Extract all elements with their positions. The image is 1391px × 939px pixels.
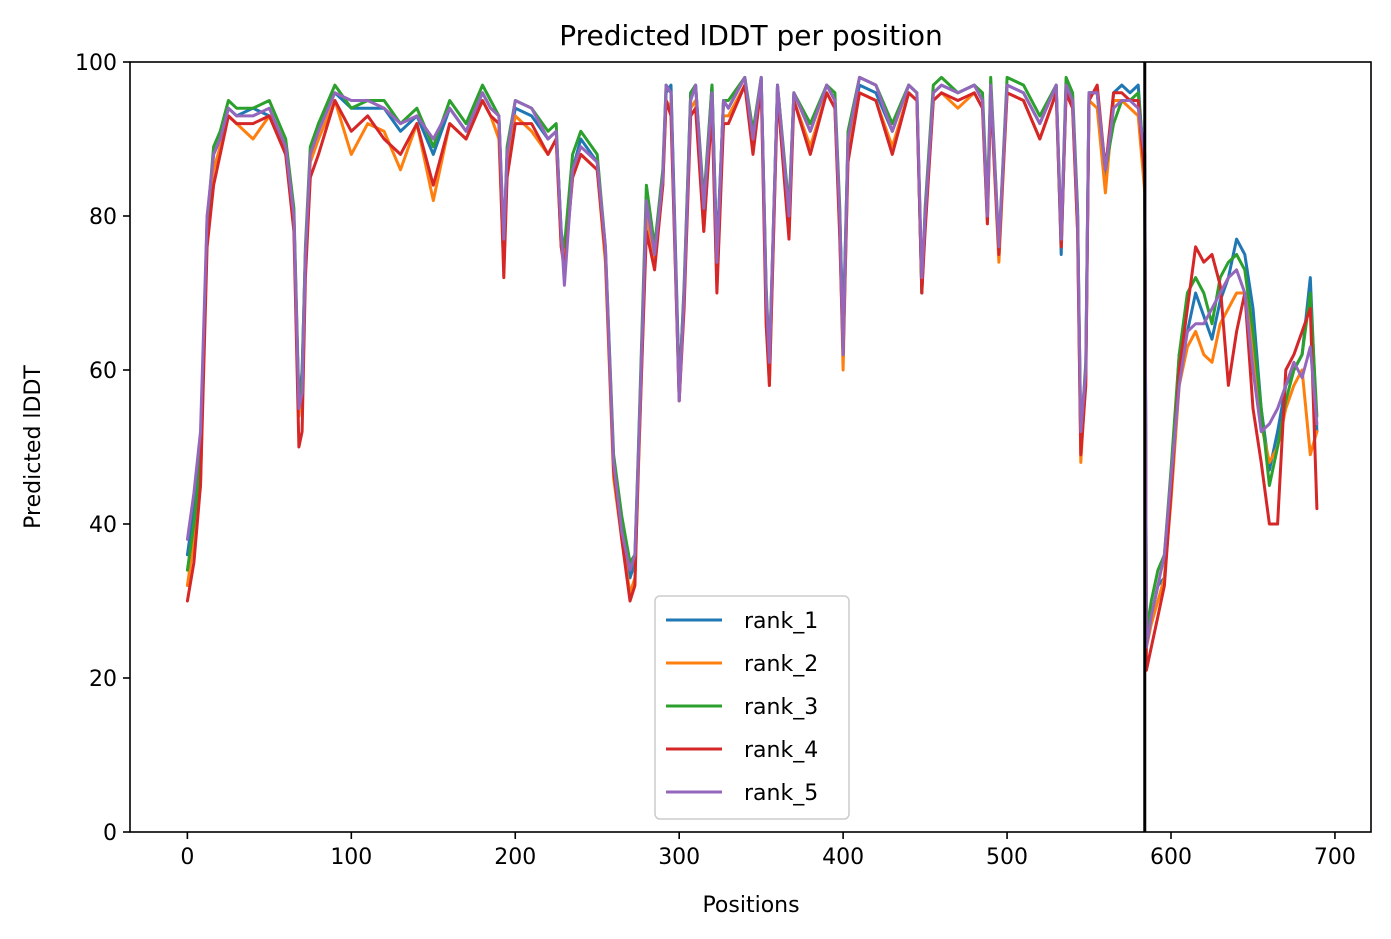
y-tick-label: 80	[89, 205, 117, 230]
legend-label-rank_4: rank_4	[744, 738, 818, 763]
legend-label-rank_3: rank_3	[744, 695, 818, 720]
x-tick-label: 600	[1150, 845, 1192, 870]
chart-title: Predicted lDDT per position	[559, 19, 943, 52]
y-tick-label: 100	[75, 51, 117, 76]
series-group	[185, 75, 1319, 672]
y-axis: 0 20 40 60 80 100	[75, 51, 130, 846]
legend-label-rank_2: rank_2	[744, 652, 818, 677]
x-tick-label: 700	[1314, 845, 1356, 870]
series-line-rank_5	[185, 75, 1319, 649]
y-tick-label: 60	[89, 359, 117, 384]
x-tick-label: 300	[658, 845, 700, 870]
legend-label-rank_1: rank_1	[744, 609, 818, 634]
x-tick-label: 200	[494, 845, 536, 870]
y-tick-label: 20	[89, 667, 117, 692]
x-tick-label: 400	[822, 845, 864, 870]
y-tick-label: 40	[89, 513, 117, 538]
legend-box	[654, 595, 850, 820]
legend-label-rank_5: rank_5	[744, 781, 818, 806]
x-tick-label: 500	[986, 845, 1028, 870]
y-tick-label: 0	[103, 821, 117, 846]
plot-area	[129, 61, 1372, 833]
x-axis-title: Positions	[702, 893, 799, 918]
x-tick-label: 0	[180, 845, 194, 870]
legend: rank_1 rank_2 rank_3 rank_4 rank_5	[654, 595, 850, 820]
x-tick-label: 100	[330, 845, 372, 870]
x-axis: 0 100 200 300 400 500 600 700	[180, 832, 1356, 870]
plot-frame	[129, 61, 1372, 833]
y-axis-title: Predicted lDDT	[21, 365, 46, 529]
